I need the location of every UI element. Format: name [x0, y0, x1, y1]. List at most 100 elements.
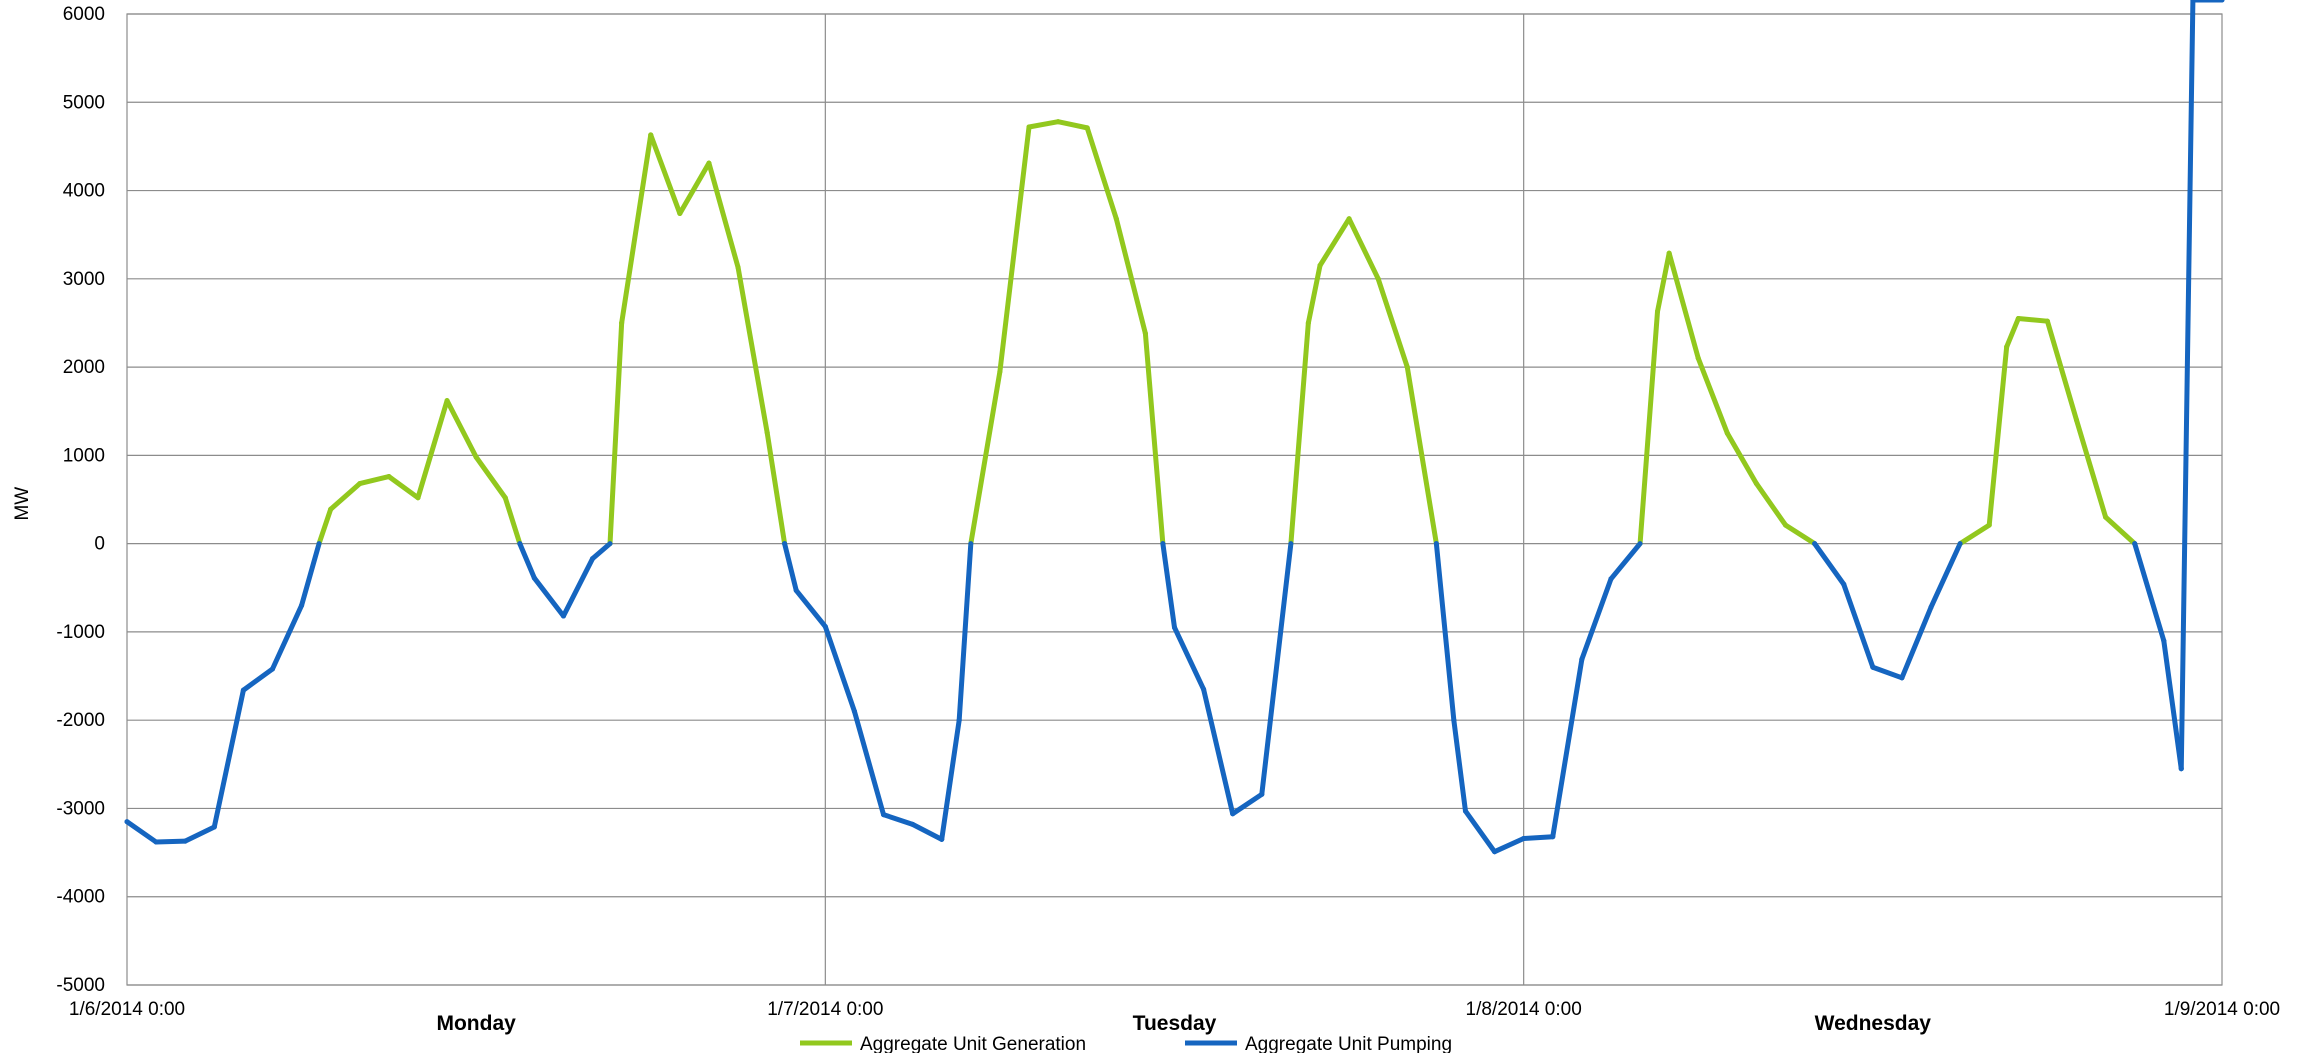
x-tick-label: 1/7/2014 0:00	[767, 999, 883, 1020]
data-point	[764, 429, 770, 435]
generation-line-segment	[444, 398, 479, 460]
data-point	[444, 398, 450, 404]
data-point	[415, 495, 421, 501]
data-point	[153, 839, 159, 845]
generation-line-segment	[1783, 522, 1818, 547]
data-point	[560, 613, 566, 619]
data-point	[1451, 717, 1457, 723]
generation-line-segment	[2015, 316, 2050, 324]
pumping-line-segment	[1550, 656, 1585, 840]
data-point	[1055, 119, 1061, 125]
day-label: Wednesday	[1815, 1012, 1932, 1035]
generation-line-segment	[1655, 250, 1672, 314]
generation-line-segment	[2103, 514, 2138, 547]
generation-line-segment	[1753, 481, 1789, 528]
data-point	[1084, 125, 1090, 131]
pumping-line-segment	[1521, 834, 1556, 841]
data-point	[822, 624, 828, 630]
pumping-line-segment	[182, 824, 217, 844]
data-point	[240, 687, 246, 693]
y-tick-label: -5000	[56, 975, 105, 996]
generation-line-segment	[1084, 125, 1119, 222]
data-point	[2190, 0, 2196, 3]
pumping-line-segment	[590, 541, 613, 562]
data-point	[1288, 541, 1294, 547]
data-point	[357, 481, 363, 487]
generation-line-segment	[607, 320, 625, 547]
generation-line-segment	[648, 132, 683, 216]
y-tick-label: 4000	[63, 181, 105, 202]
pumping-line-segment	[2178, 0, 2196, 772]
y-tick-label: -1000	[56, 622, 105, 643]
series-lines	[124, 0, 2225, 855]
data-point	[1870, 664, 1876, 670]
data-point	[124, 819, 130, 825]
data-point	[1172, 624, 1177, 630]
generation-line-segment	[1957, 522, 1992, 547]
data-point	[1812, 541, 1818, 547]
pumping-line-segment	[881, 812, 916, 827]
data-point	[502, 495, 508, 501]
pumping-line-segment	[2132, 541, 2167, 644]
pumping-line-segment	[1899, 604, 1934, 681]
y-tick-label: 1000	[63, 445, 105, 466]
data-point	[299, 602, 305, 608]
data-point	[1113, 216, 1119, 222]
data-point	[735, 264, 741, 270]
y-tick-label: -3000	[56, 798, 105, 819]
data-point	[2074, 417, 2080, 423]
data-point	[1317, 263, 1323, 269]
generation-line-segment	[2044, 318, 2080, 423]
data-point	[648, 132, 654, 138]
legend-label: Aggregate Unit Pumping	[1245, 1034, 1452, 1053]
generation-line-segment	[1055, 119, 1090, 131]
pumping-line-segment	[1201, 686, 1236, 817]
generation-line-segment	[1113, 216, 1148, 337]
data-point	[1608, 576, 1614, 582]
data-point	[328, 506, 334, 512]
data-point	[881, 812, 887, 818]
data-point	[1579, 656, 1585, 662]
data-point	[1346, 216, 1352, 222]
data-point	[211, 824, 217, 830]
generation-line-segment	[1666, 250, 1701, 361]
data-point	[939, 836, 945, 842]
data-point	[1160, 541, 1166, 547]
data-point	[2015, 316, 2021, 322]
generation-line-segment	[415, 398, 450, 501]
generation-line-segment	[1346, 216, 1381, 282]
data-point	[2161, 638, 2167, 644]
data-point	[1230, 811, 1236, 817]
data-point	[956, 717, 962, 723]
legend-label: Aggregate Unit Generation	[860, 1034, 1086, 1053]
data-point	[1695, 355, 1701, 361]
generation-line-segment	[2004, 316, 2021, 350]
data-point	[910, 821, 916, 827]
data-point	[1841, 581, 1847, 587]
generation-line-segment	[997, 124, 1032, 375]
pumping-line-segment	[939, 717, 962, 842]
data-point	[1521, 835, 1527, 841]
generation-line-segment	[1317, 216, 1352, 269]
data-point	[968, 541, 974, 547]
data-point	[2132, 541, 2138, 547]
data-point	[1666, 250, 1672, 256]
pumping-line-segment	[1451, 717, 1468, 814]
pumping-line-segment	[1160, 541, 1177, 630]
data-point	[793, 587, 799, 593]
y-tick-label: 3000	[63, 269, 105, 290]
generation-line-segment	[1305, 263, 1323, 326]
data-point	[1783, 522, 1789, 528]
generation-line-segment	[1404, 364, 1439, 547]
generation-line-segment	[677, 160, 712, 216]
data-point	[1201, 686, 1207, 692]
generation-line-segment	[1637, 308, 1661, 547]
data-point	[1375, 276, 1381, 282]
pumping-line-segment	[1433, 541, 1457, 723]
data-point	[1655, 308, 1661, 314]
data-point	[316, 541, 322, 547]
data-point	[2219, 0, 2225, 3]
generation-line-segment	[1724, 430, 1759, 487]
data-point	[619, 320, 625, 326]
